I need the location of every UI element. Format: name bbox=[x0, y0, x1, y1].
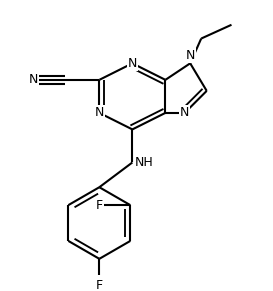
Text: F: F bbox=[96, 279, 103, 291]
Text: N: N bbox=[95, 107, 104, 119]
Text: F: F bbox=[96, 199, 103, 212]
Text: NH: NH bbox=[135, 156, 154, 169]
Text: N: N bbox=[186, 49, 195, 62]
Text: N: N bbox=[29, 73, 38, 86]
Text: N: N bbox=[180, 107, 189, 119]
Text: N: N bbox=[128, 57, 137, 70]
